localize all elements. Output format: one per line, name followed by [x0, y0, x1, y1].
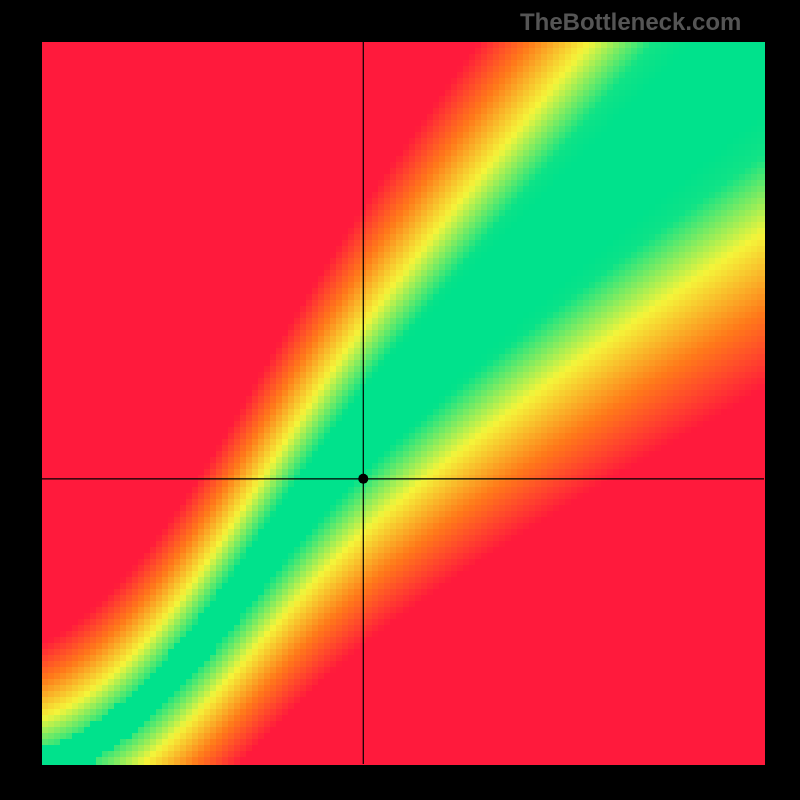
watermark-text: TheBottleneck.com	[520, 9, 741, 37]
bottleneck-heatmap	[0, 0, 800, 800]
chart-container: TheBottleneck.com	[0, 0, 800, 800]
